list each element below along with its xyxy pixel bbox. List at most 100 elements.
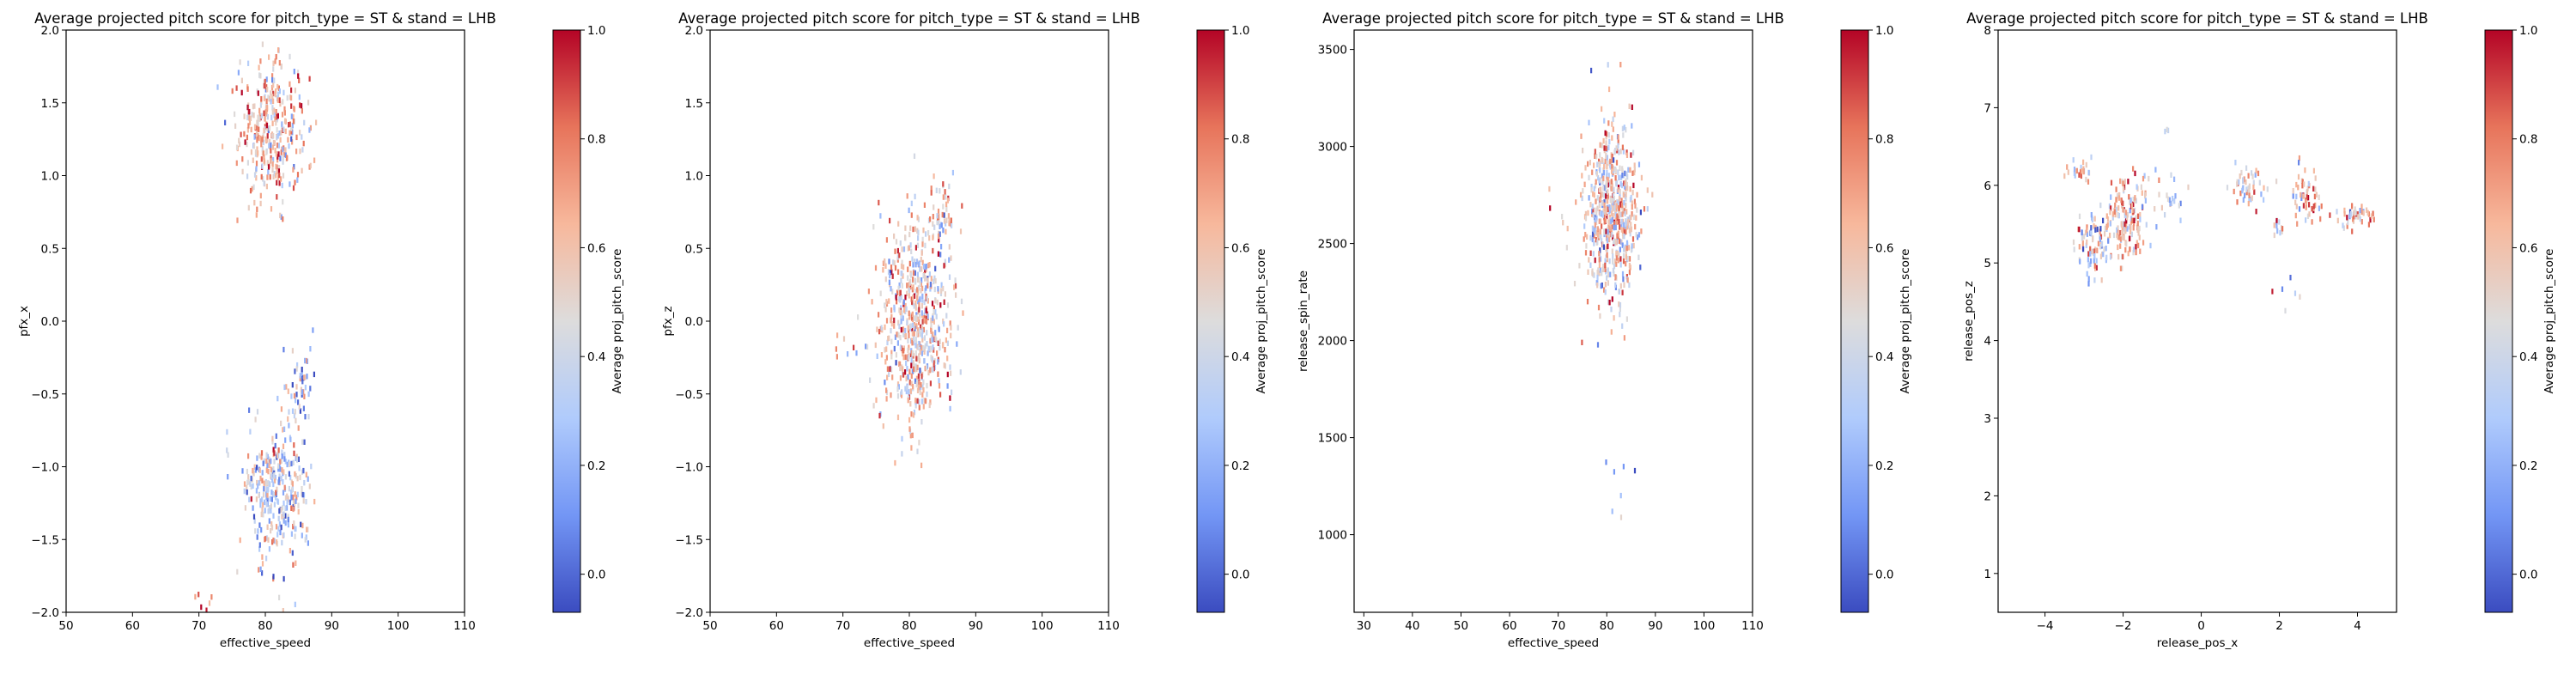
heatmap-cell xyxy=(2118,192,2121,198)
heatmap-cell xyxy=(2248,187,2251,193)
heatmap-cell xyxy=(285,505,289,511)
heatmap-cell xyxy=(1624,170,1626,177)
heatmap-cell xyxy=(907,347,909,354)
heatmap-cell xyxy=(273,171,276,177)
heatmap-cell xyxy=(892,259,895,265)
heatmap-cell xyxy=(1605,228,1607,234)
heatmap-cell xyxy=(925,398,927,404)
heatmap-cell xyxy=(896,254,899,260)
heatmap-cell xyxy=(2097,240,2099,246)
heatmap-cell xyxy=(937,371,939,377)
heatmap-cell xyxy=(282,443,285,449)
heatmap-cell xyxy=(278,60,281,66)
heatmap-cell xyxy=(929,282,932,288)
heatmap-cell xyxy=(1589,234,1592,241)
heatmap-cell xyxy=(1605,205,1607,211)
heatmap-cell xyxy=(907,397,909,404)
x-tick-label: 50 xyxy=(702,619,717,633)
heatmap-cell xyxy=(1610,185,1613,192)
heatmap-cell xyxy=(1631,236,1635,242)
x-tick-label: 40 xyxy=(1405,619,1419,633)
heatmap-cell xyxy=(1598,203,1601,209)
heatmap-cell xyxy=(1604,266,1607,272)
heatmap-cell xyxy=(1592,251,1595,257)
heatmap-cell xyxy=(247,479,250,485)
heatmap-cell xyxy=(280,458,283,464)
heatmap-cell xyxy=(274,148,276,154)
heatmap-cell xyxy=(2129,228,2132,235)
heatmap-cell xyxy=(1619,189,1621,195)
heatmap-cell xyxy=(885,237,888,243)
heatmap-cell xyxy=(904,354,907,360)
heatmap-cell xyxy=(2120,222,2123,228)
heatmap-cell xyxy=(261,41,264,47)
heatmap-cell xyxy=(1588,119,1590,125)
heatmap-cell xyxy=(1619,239,1622,245)
heatmap-cell xyxy=(1633,467,1637,474)
heatmap-cell xyxy=(1602,244,1605,250)
heatmap-cell xyxy=(2135,244,2137,250)
heatmap-cell xyxy=(879,213,882,219)
heatmap-cell xyxy=(281,121,283,127)
heatmap-cell xyxy=(258,64,260,70)
heatmap-cell xyxy=(231,88,234,94)
heatmap-cell xyxy=(918,357,920,364)
heatmap-cell xyxy=(295,384,298,390)
heatmap-cell xyxy=(945,206,948,212)
heatmap-cell xyxy=(1611,198,1613,204)
heatmap-cell xyxy=(1615,255,1618,261)
heatmap-cell xyxy=(1594,153,1596,159)
heatmap-cell xyxy=(289,499,291,506)
heatmap-cell xyxy=(275,489,277,495)
heatmap-cell xyxy=(2306,185,2309,192)
heatmap-cell xyxy=(1622,258,1625,264)
heatmap-cell xyxy=(1581,195,1583,202)
heatmap-cell xyxy=(918,328,921,334)
heatmap-cell xyxy=(261,470,264,476)
heatmap-cell xyxy=(1606,131,1608,137)
heatmap-cell xyxy=(1607,198,1609,204)
heatmap-cell xyxy=(284,459,287,465)
heatmap-cell xyxy=(2089,229,2092,235)
heatmap-cell xyxy=(254,416,257,423)
heatmap-cell xyxy=(2135,215,2137,221)
heatmap-cell xyxy=(1637,254,1640,260)
heatmap-cell xyxy=(919,331,922,337)
heatmap-cell xyxy=(910,350,913,356)
heatmap-cell xyxy=(1605,217,1607,223)
heatmap-cell xyxy=(270,99,272,105)
heatmap-cells xyxy=(194,41,318,612)
heatmap-cell xyxy=(293,69,295,75)
heatmap-cell xyxy=(2242,177,2245,183)
heatmap-cell xyxy=(1618,238,1620,244)
colorbar-tick-label: 1.0 xyxy=(1231,24,1249,38)
heatmap-cell xyxy=(2109,254,2112,260)
heatmap-cell xyxy=(2298,206,2301,212)
heatmap-cell xyxy=(284,505,287,511)
heatmap-cell xyxy=(878,312,880,318)
heatmap-cell xyxy=(942,342,945,348)
heatmap-cell xyxy=(281,449,283,455)
heatmap-cell xyxy=(2117,212,2119,218)
heatmap-cell xyxy=(2093,258,2095,264)
heatmap-cell xyxy=(2139,216,2142,222)
heatmap-cell xyxy=(920,256,922,263)
heatmap-cell xyxy=(1617,139,1619,145)
y-axis-label: release_spin_rate xyxy=(1297,271,1310,372)
heatmap-cell xyxy=(898,307,901,313)
heatmap-cell xyxy=(957,325,959,331)
heatmap-cell xyxy=(291,382,294,388)
heatmap-cell xyxy=(222,143,224,149)
heatmap-cell xyxy=(1596,161,1599,167)
heatmap-cell xyxy=(1611,248,1613,254)
heatmap-cell xyxy=(902,366,904,372)
heatmap-cell xyxy=(1605,193,1607,199)
heatmap-cell xyxy=(2244,192,2246,198)
heatmap-cell xyxy=(904,333,908,339)
heatmap-cell xyxy=(227,452,229,458)
heatmap-cell xyxy=(278,464,281,470)
heatmap-cell xyxy=(2336,209,2338,215)
heatmap-cell xyxy=(224,119,227,125)
heatmap-cell xyxy=(295,366,298,372)
heatmap-cell xyxy=(908,355,910,361)
